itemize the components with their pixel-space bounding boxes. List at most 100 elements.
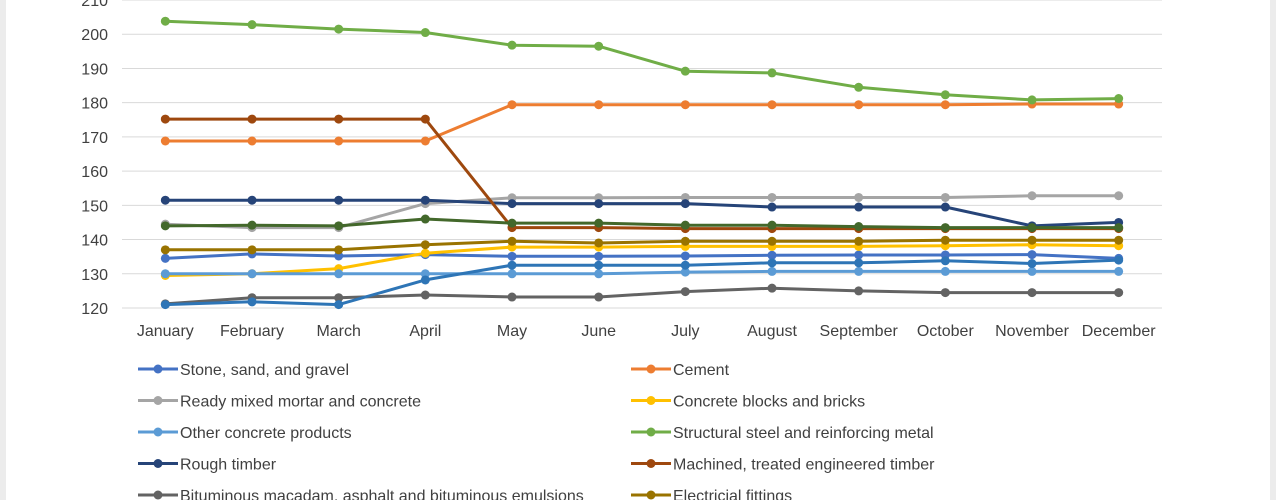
data-point — [1027, 250, 1037, 260]
data-point — [680, 260, 690, 270]
legend-swatch-marker — [646, 427, 656, 437]
data-point — [247, 269, 257, 279]
series-line — [165, 217, 1119, 230]
data-point — [680, 267, 690, 277]
data-point — [940, 235, 950, 245]
data-point — [854, 82, 864, 92]
data-point — [854, 236, 864, 246]
data-point — [594, 292, 604, 302]
data-point — [247, 136, 257, 146]
data-point — [160, 300, 170, 310]
data-point — [767, 283, 777, 293]
data-point — [680, 192, 690, 202]
data-point — [334, 251, 344, 261]
data-point — [160, 114, 170, 124]
data-point — [854, 250, 864, 260]
x-tick-label: September — [820, 323, 899, 340]
data-point — [1114, 235, 1124, 245]
data-point — [940, 256, 950, 266]
data-point — [1114, 223, 1124, 233]
data-point — [594, 218, 604, 228]
data-point — [334, 293, 344, 303]
series-line — [165, 252, 1119, 260]
series-line — [165, 243, 1119, 277]
data-point — [334, 269, 344, 279]
data-point — [420, 248, 430, 258]
data-point — [507, 40, 517, 50]
x-tick-label: January — [137, 323, 194, 340]
data-point — [940, 192, 950, 202]
x-tick-label: March — [316, 323, 360, 340]
x-tick-label: November — [995, 323, 1069, 340]
y-tick-label: 180 — [81, 96, 108, 113]
data-point — [767, 68, 777, 78]
data-point — [420, 28, 430, 38]
data-point — [940, 202, 950, 212]
series-line — [165, 198, 1119, 228]
data-point — [1114, 255, 1124, 265]
data-point — [767, 266, 777, 276]
data-point — [247, 297, 257, 307]
data-point — [1114, 266, 1124, 276]
data-point — [507, 269, 517, 279]
series-line — [165, 286, 1119, 306]
x-tick-label: December — [1082, 323, 1156, 340]
data-point — [594, 41, 604, 51]
chart-card: 120 130 140 150 160 170 180 190 200 210 January Feb… — [6, 0, 1270, 500]
series-line — [165, 194, 1119, 230]
data-point — [940, 266, 950, 276]
data-point — [854, 100, 864, 110]
x-tick-label: February — [220, 323, 284, 340]
data-point — [1027, 223, 1037, 233]
data-point — [594, 199, 604, 209]
data-point — [767, 250, 777, 260]
data-point — [767, 202, 777, 212]
data-point — [940, 90, 950, 100]
y-tick-label: 140 — [81, 233, 108, 250]
legend-swatch-marker — [153, 490, 163, 500]
legend-label: Stone, sand, and gravel — [180, 362, 349, 379]
data-point — [160, 245, 170, 255]
x-tick-label: July — [671, 323, 699, 340]
legend-label: Bituminous macadam, asphalt and bitumino… — [180, 488, 584, 500]
data-point — [854, 266, 864, 276]
y-tick-label: 120 — [81, 301, 108, 318]
data-point — [940, 223, 950, 233]
data-point — [247, 114, 257, 124]
data-point — [247, 195, 257, 205]
legend-label: Structural steel and reinforcing metal — [673, 425, 934, 442]
data-point — [247, 245, 257, 255]
data-point — [1027, 266, 1037, 276]
data-point — [507, 260, 517, 270]
data-point — [594, 260, 604, 270]
y-tick-label: 170 — [81, 130, 108, 147]
data-point — [420, 290, 430, 300]
legend-swatch-marker — [153, 396, 163, 405]
data-point — [594, 100, 604, 110]
data-point — [334, 195, 344, 205]
data-point — [854, 222, 864, 232]
data-point — [160, 269, 170, 279]
series-line — [165, 19, 1119, 102]
legend-swatch-marker — [646, 364, 656, 374]
data-point — [854, 258, 864, 268]
data-point — [420, 195, 430, 205]
data-point — [420, 214, 430, 224]
data-point — [1114, 94, 1124, 104]
y-tick-label: 150 — [81, 198, 108, 215]
x-tick-label: April — [409, 323, 441, 340]
data-point — [1114, 191, 1124, 201]
data-point — [420, 269, 430, 279]
data-point — [594, 269, 604, 279]
data-point — [334, 136, 344, 146]
data-point — [767, 220, 777, 230]
data-point — [420, 136, 430, 146]
data-point — [507, 100, 517, 110]
y-tick-label: 210 — [81, 0, 108, 10]
legend-label: Machined, treated engineered timber — [673, 457, 935, 474]
data-point — [247, 220, 257, 230]
y-tick-label: 190 — [81, 61, 108, 78]
data-point — [507, 292, 517, 302]
data-point — [680, 220, 690, 230]
legend-label: Electricial fittings — [673, 488, 792, 500]
